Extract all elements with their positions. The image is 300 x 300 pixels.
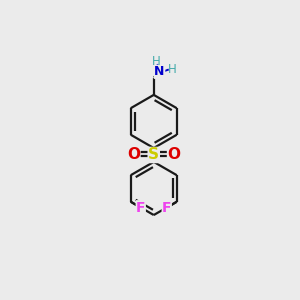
Text: H: H: [168, 63, 177, 76]
Text: F: F: [136, 200, 146, 214]
Text: H: H: [152, 55, 161, 68]
Text: S: S: [148, 148, 159, 163]
Text: F: F: [162, 200, 172, 214]
Text: N: N: [154, 65, 165, 78]
Text: O: O: [168, 147, 181, 162]
Text: O: O: [127, 147, 140, 162]
